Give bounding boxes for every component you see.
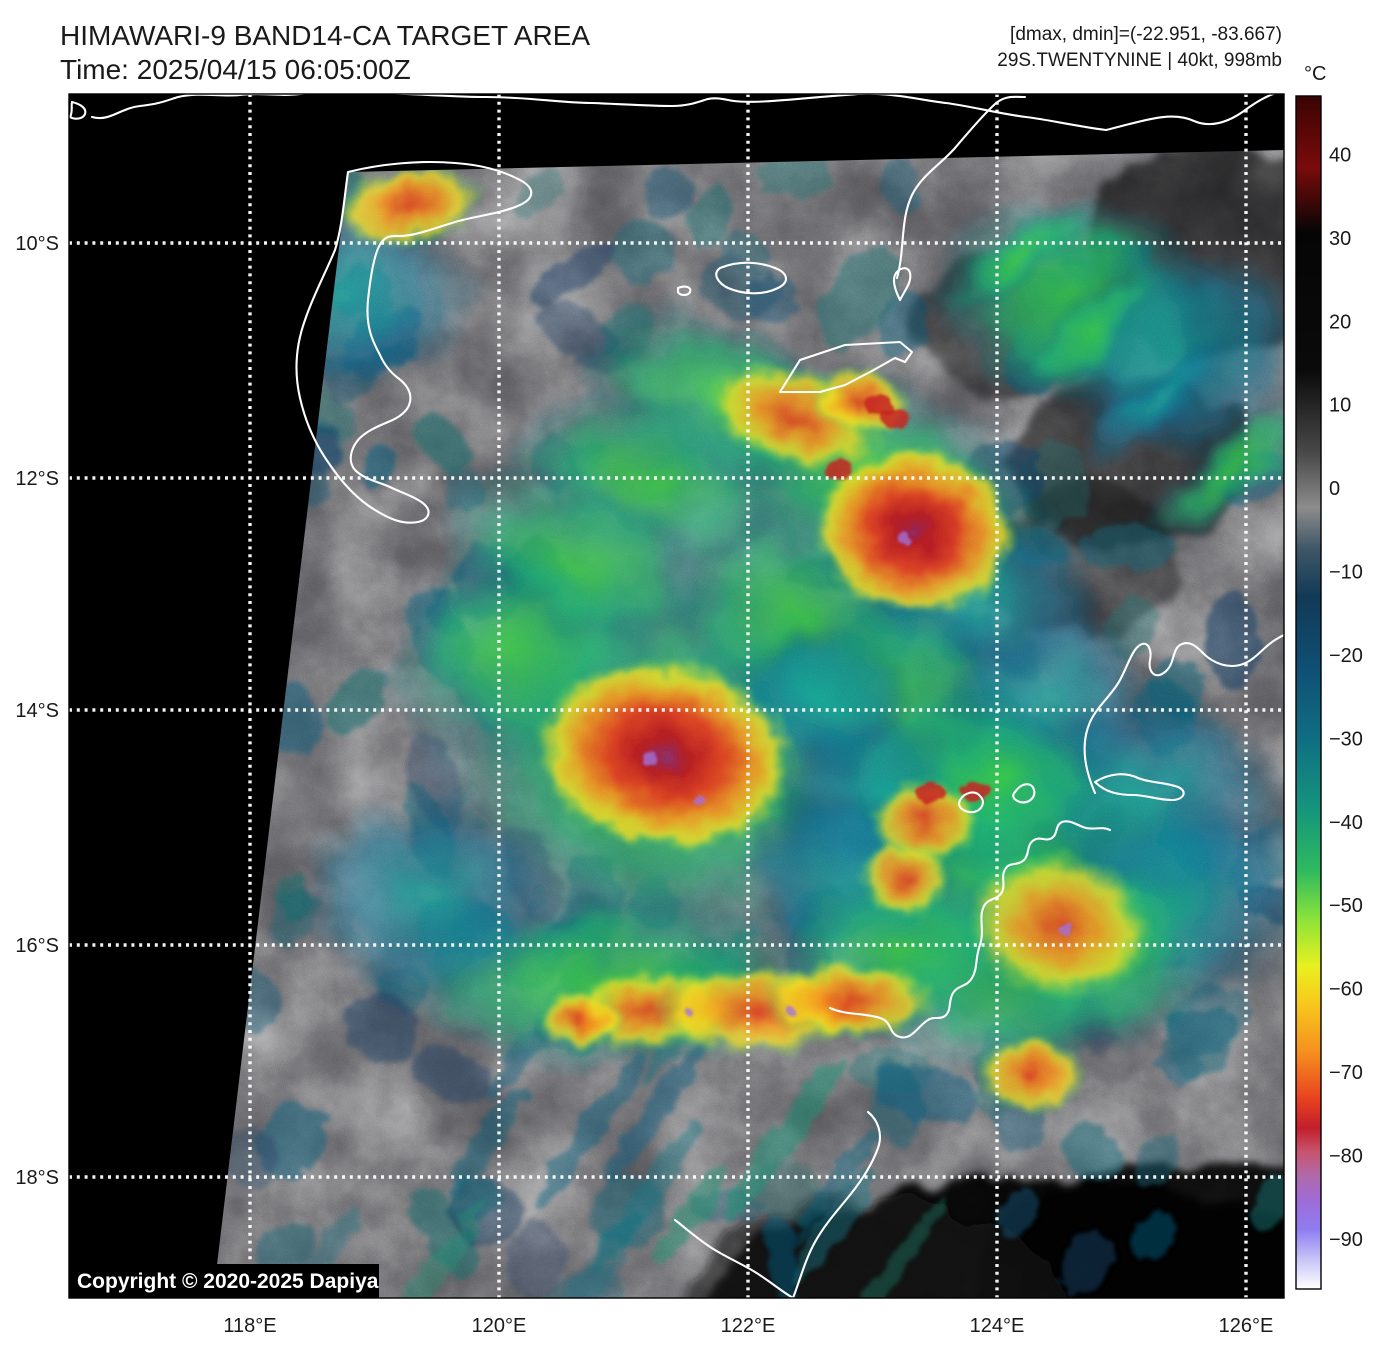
svg-text:−80: −80	[1329, 1146, 1363, 1168]
svg-text:−90: −90	[1329, 1229, 1363, 1251]
svg-text:0: 0	[1329, 478, 1340, 500]
svg-text:−20: −20	[1329, 645, 1363, 667]
svg-text:124°E: 124°E	[970, 1315, 1025, 1337]
svg-text:18°S: 18°S	[15, 1167, 59, 1189]
svg-text:20: 20	[1329, 311, 1351, 333]
svg-text:−40: −40	[1329, 812, 1363, 834]
svg-text:10: 10	[1329, 395, 1351, 417]
svg-text:−10: −10	[1329, 562, 1363, 584]
svg-text:−70: −70	[1329, 1062, 1363, 1084]
svg-text:122°E: 122°E	[721, 1315, 776, 1337]
svg-text:126°E: 126°E	[1219, 1315, 1274, 1337]
svg-text:−60: −60	[1329, 979, 1363, 1001]
svg-text:14°S: 14°S	[15, 700, 59, 722]
svg-text:−30: −30	[1329, 728, 1363, 750]
svg-text:120°E: 120°E	[472, 1315, 527, 1337]
svg-text:−50: −50	[1329, 895, 1363, 917]
svg-text:12°S: 12°S	[15, 468, 59, 490]
svg-text:30: 30	[1329, 228, 1351, 250]
svg-text:16°S: 16°S	[15, 935, 59, 957]
svg-text:10°S: 10°S	[15, 233, 59, 255]
svg-text:°C: °C	[1304, 63, 1326, 85]
svg-text:40: 40	[1329, 144, 1351, 166]
svg-text:Copyright © 2020-2025 Dapiya: Copyright © 2020-2025 Dapiya	[77, 1270, 379, 1293]
svg-text:118°E: 118°E	[223, 1315, 276, 1337]
